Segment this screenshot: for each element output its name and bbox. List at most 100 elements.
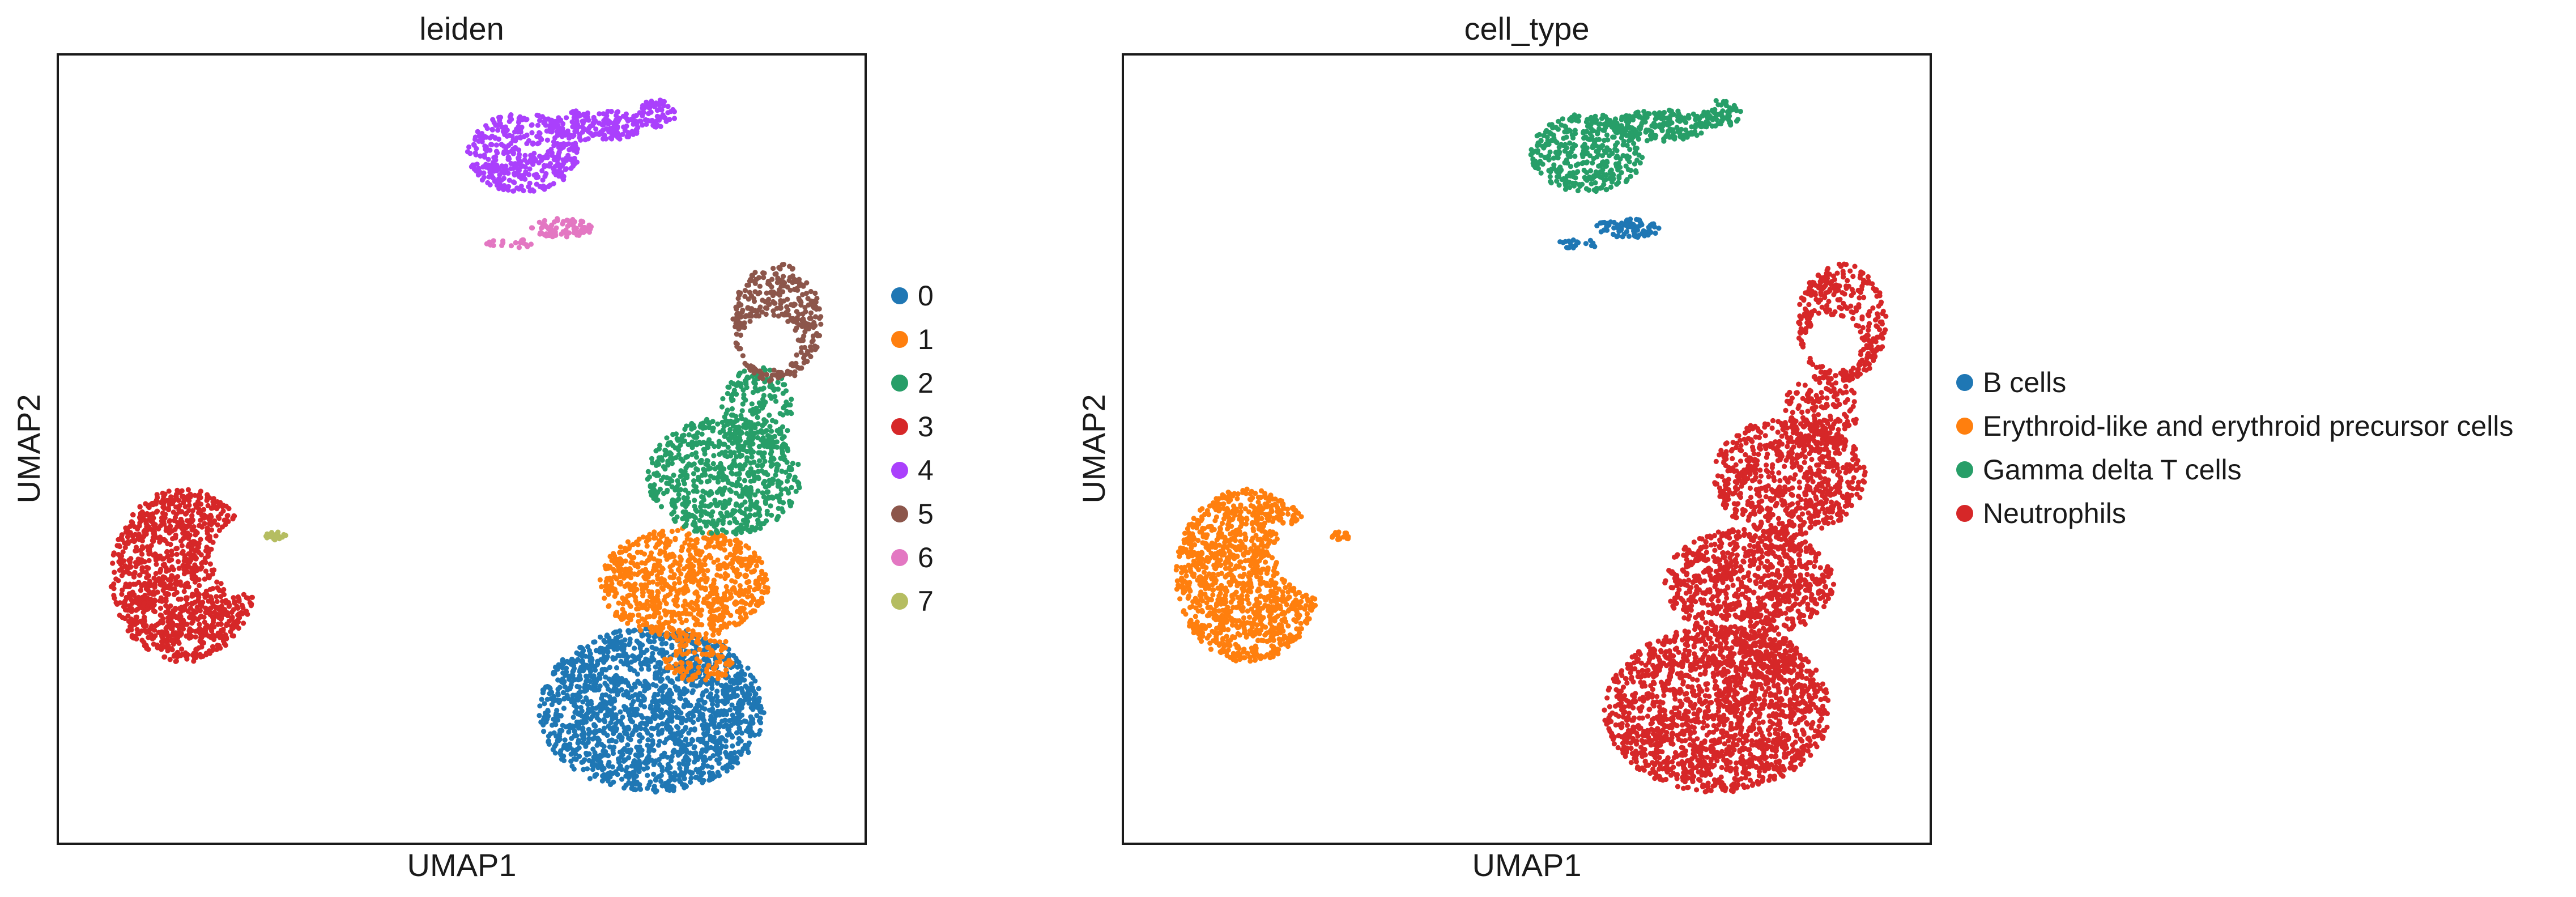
data-point: [706, 437, 712, 443]
data-point: [672, 602, 678, 607]
data-point: [637, 745, 642, 750]
data-point: [626, 641, 632, 648]
data-point: [618, 754, 624, 760]
data-point: [733, 705, 738, 711]
data-point: [674, 560, 680, 566]
data-point: [715, 770, 721, 775]
data-point: [645, 534, 650, 541]
data-point: [725, 422, 730, 427]
data-point: [229, 633, 235, 639]
data-point: [244, 609, 249, 614]
data-point: [739, 712, 745, 718]
data-point: [555, 677, 561, 683]
data-point: [652, 609, 658, 614]
data-point: [666, 481, 672, 487]
data-point: [780, 445, 786, 450]
data-point: [690, 555, 696, 561]
data-point: [567, 147, 572, 152]
data-point: [704, 669, 710, 675]
data-point: [725, 610, 731, 615]
data-point: [176, 566, 182, 571]
data-point: [615, 682, 621, 687]
data-point: [189, 547, 194, 552]
data-point: [137, 572, 143, 578]
data-point: [705, 594, 710, 600]
data-point: [567, 725, 573, 731]
data-point: [747, 729, 753, 734]
data-point: [201, 507, 207, 512]
data-point: [735, 558, 741, 564]
data-point: [659, 641, 665, 647]
data-point: [685, 665, 691, 671]
data-point: [649, 492, 655, 499]
data-point: [693, 756, 699, 762]
data-point: [577, 694, 583, 700]
data-point: [556, 144, 561, 150]
data-point: [546, 733, 552, 739]
data-point: [193, 654, 198, 660]
data-point: [678, 556, 684, 562]
data-point: [759, 560, 765, 566]
data-point: [575, 657, 581, 662]
data-point: [631, 654, 637, 660]
data-point: [670, 432, 676, 437]
data-point: [152, 609, 158, 614]
data-point: [670, 679, 675, 685]
data-point: [560, 665, 565, 670]
data-point: [621, 785, 627, 791]
data-point: [671, 747, 677, 753]
data-point: [743, 381, 749, 387]
data-point: [121, 604, 127, 610]
data-point: [594, 742, 600, 748]
data-point: [667, 687, 672, 693]
data-point: [695, 598, 700, 603]
data-point: [126, 571, 132, 576]
data-point: [506, 177, 513, 183]
data-point: [659, 636, 666, 642]
data-point: [176, 596, 181, 602]
data-point: [139, 565, 145, 571]
data-point: [691, 563, 696, 569]
data-point: [750, 720, 756, 726]
data-point: [151, 598, 157, 604]
data-point: [774, 461, 780, 467]
data-point: [781, 456, 786, 462]
data-point: [141, 640, 147, 645]
data-point: [565, 746, 570, 752]
data-point: [680, 603, 686, 609]
data-point: [574, 650, 580, 656]
data-point: [142, 559, 147, 565]
data-point: [610, 716, 615, 722]
data-point: [221, 607, 227, 613]
data-point: [697, 552, 703, 558]
data-point: [664, 489, 670, 495]
data-point: [783, 388, 789, 394]
data-point: [178, 618, 184, 623]
data-point: [640, 683, 646, 689]
data-point: [768, 463, 774, 469]
data-point: [587, 667, 593, 673]
data-point: [174, 649, 180, 655]
data-point: [161, 654, 167, 660]
data-point: [216, 588, 222, 593]
data-point: [722, 499, 728, 504]
data-point: [160, 490, 165, 496]
data-point: [671, 618, 677, 624]
data-point: [714, 607, 719, 613]
data-point: [686, 432, 692, 437]
data-point: [692, 515, 698, 521]
data-point: [773, 472, 778, 478]
data-point: [697, 517, 702, 524]
data-point: [710, 428, 716, 434]
data-point: [640, 632, 646, 638]
data-point: [752, 678, 758, 684]
data-point: [635, 671, 640, 677]
data-point: [576, 722, 582, 728]
data-point: [168, 542, 173, 547]
data-point: [581, 767, 586, 772]
data-point: [190, 539, 196, 545]
data-point: [699, 705, 705, 711]
data-point: [489, 142, 495, 147]
data-point: [154, 498, 159, 503]
data-point: [597, 683, 603, 689]
